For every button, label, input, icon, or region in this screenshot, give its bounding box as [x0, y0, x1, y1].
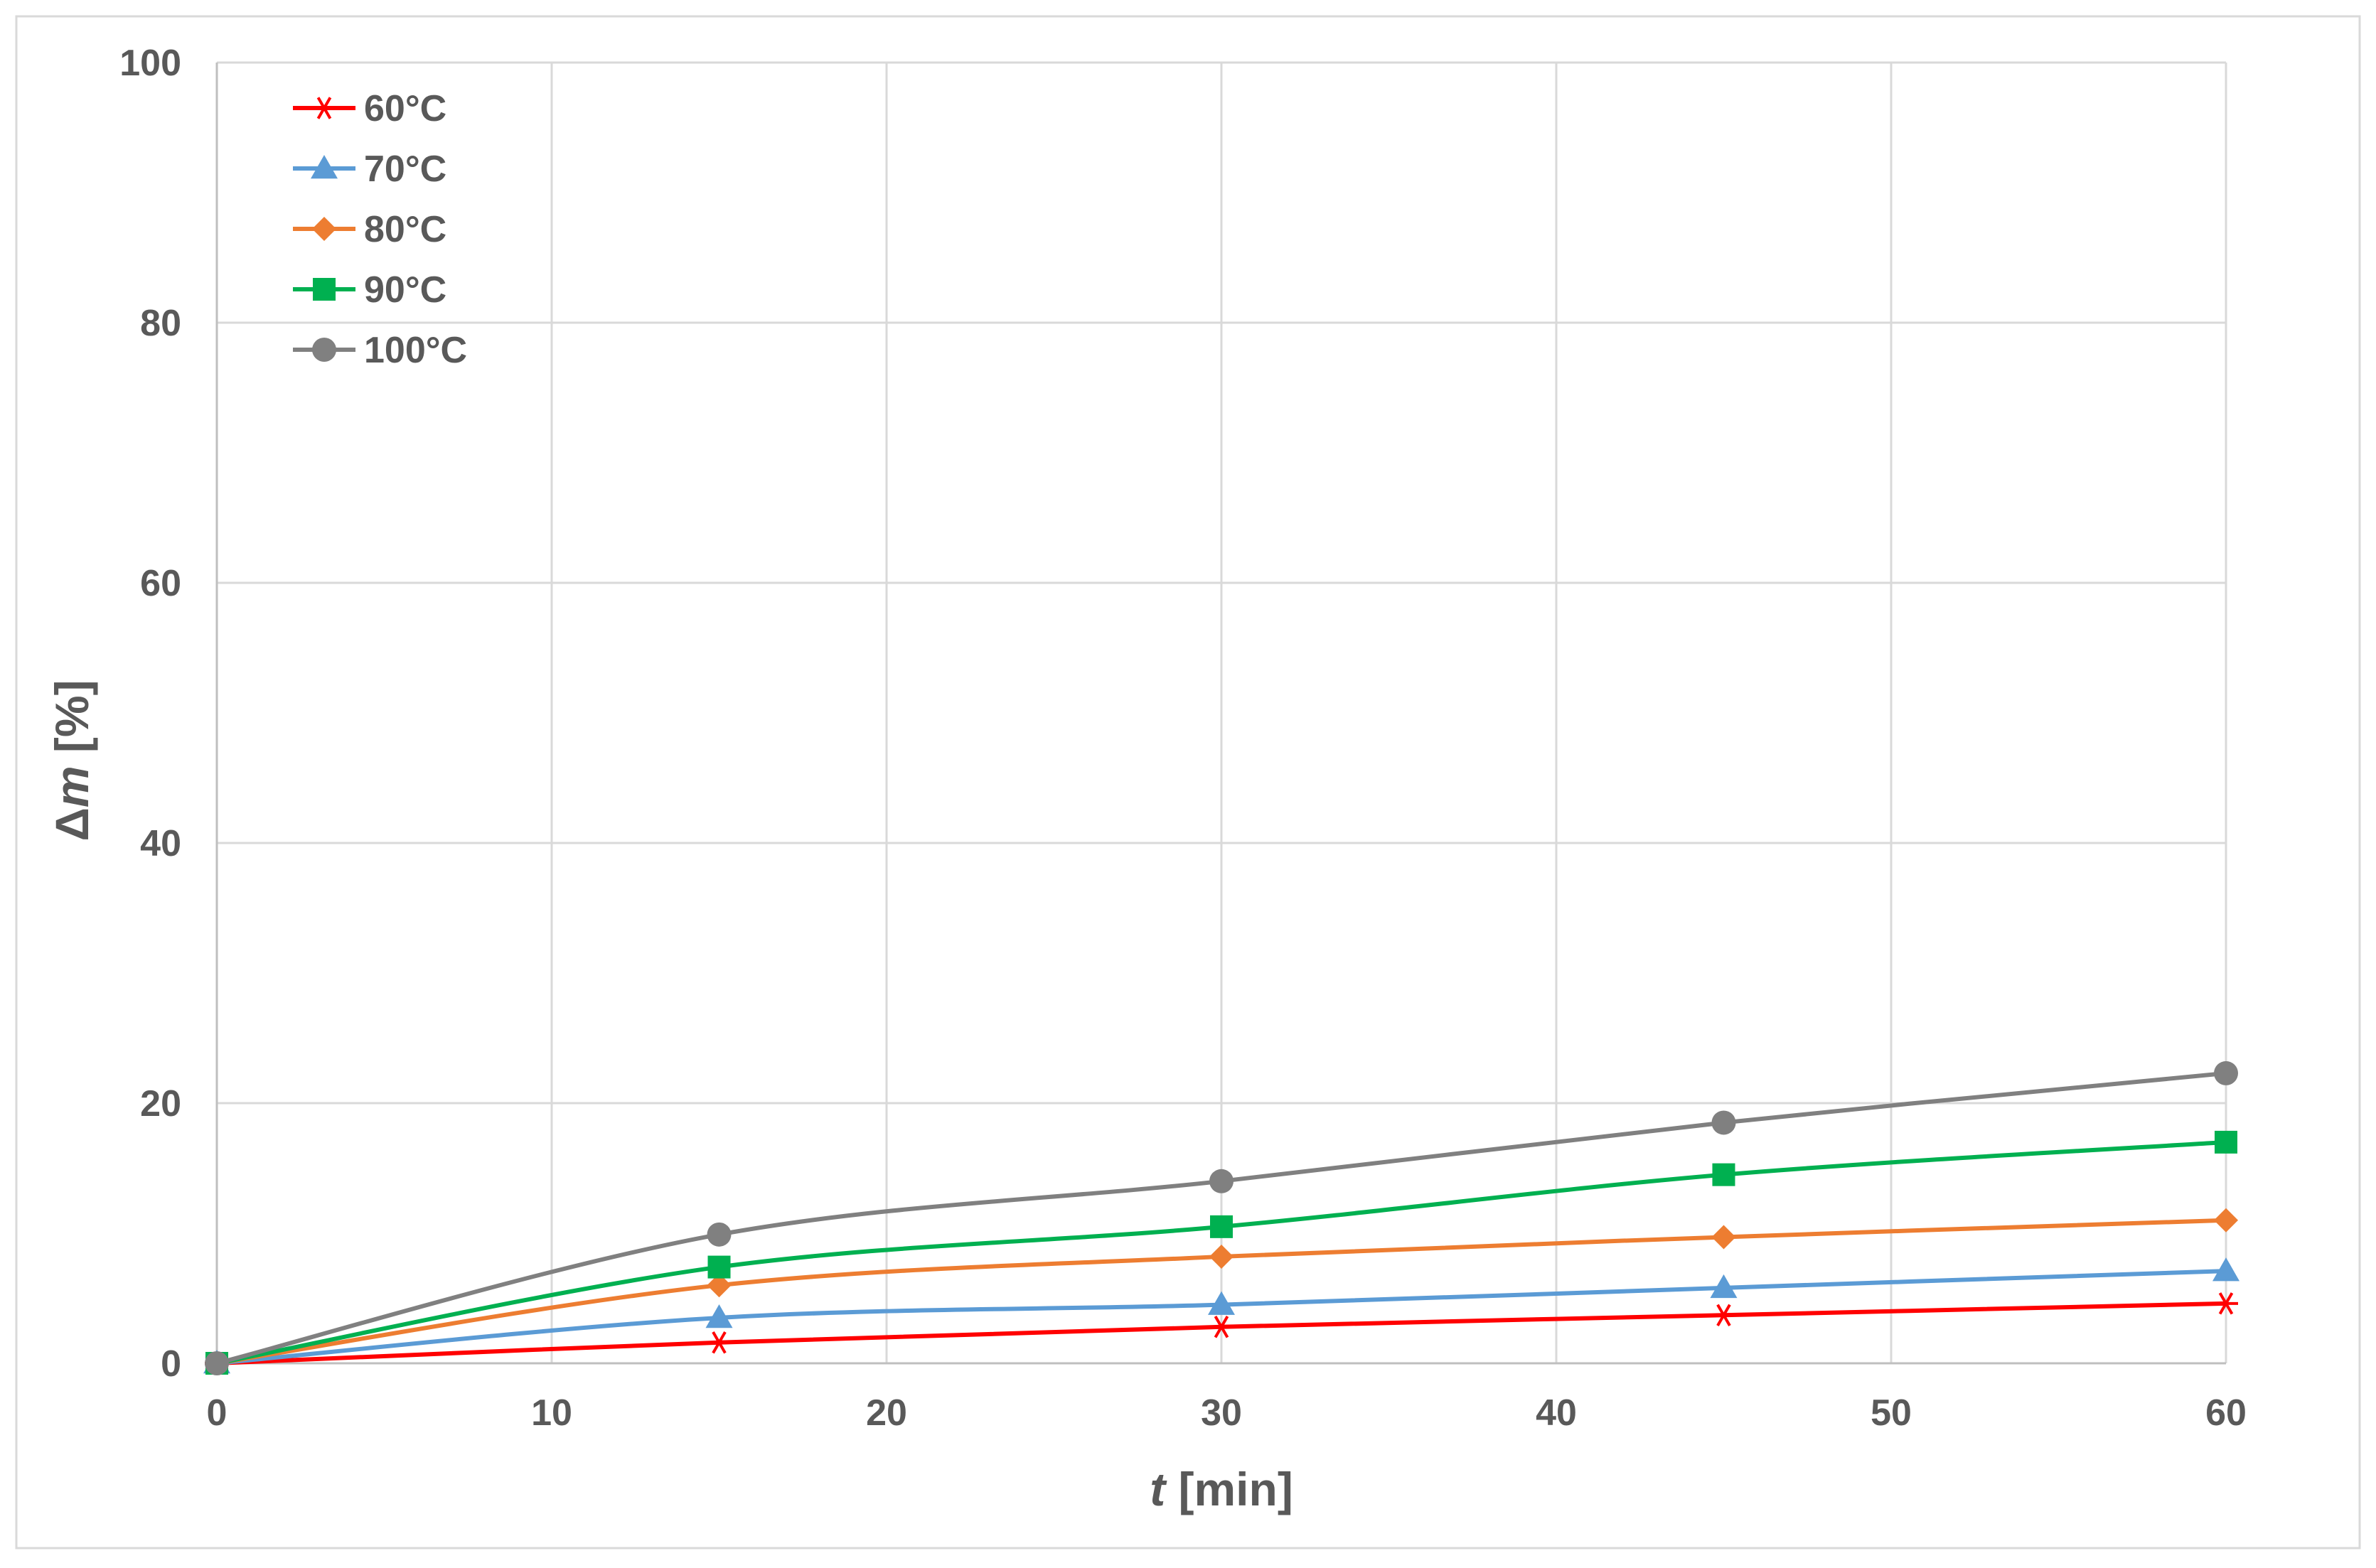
legend-label: 80°C	[364, 209, 446, 250]
x-tick-label: 30	[1201, 1392, 1242, 1434]
data-point	[2212, 1257, 2239, 1282]
y-tick-label: 0	[161, 1343, 181, 1385]
data-point	[2215, 1130, 2237, 1154]
legend-item: 80°C	[293, 209, 446, 250]
data-point	[707, 1331, 732, 1354]
data-point	[1210, 1215, 1233, 1238]
data-point	[205, 1351, 229, 1375]
data-point	[707, 1273, 732, 1298]
data-point	[2214, 1060, 2238, 1085]
y-tick-label: 80	[140, 303, 181, 344]
legend-label: 60°C	[364, 88, 446, 129]
series-80°C	[205, 1208, 2238, 1375]
x-axis-label-unit: [min]	[1165, 1463, 1293, 1515]
x-axis-label: t [min]	[1150, 1463, 1293, 1515]
legend-marker	[313, 278, 336, 301]
series-layer	[203, 1060, 2239, 1375]
data-point	[2214, 1292, 2238, 1315]
legend-item: 60°C	[293, 88, 446, 129]
data-point	[1711, 1304, 1736, 1327]
y-axis-label-symbol: m	[46, 766, 98, 807]
gridlines	[217, 61, 2227, 1363]
x-tick-label: 50	[1871, 1392, 1912, 1434]
data-point	[1712, 1163, 1735, 1186]
legend: 60°C 70°C 80°C 90°C 100°C	[293, 88, 467, 371]
x-tick-label: 20	[866, 1392, 907, 1434]
legend-label: 90°C	[364, 269, 446, 311]
y-tick-label: 40	[140, 823, 181, 864]
y-tick-label: 60	[140, 563, 181, 604]
data-point	[707, 1255, 731, 1279]
y-tick-label: 100	[119, 43, 181, 84]
data-point	[707, 1222, 732, 1247]
x-tick-label: 10	[531, 1392, 572, 1434]
axes: 0 10 20 30 40 50 60 0 20 40 60 80 100	[119, 43, 2247, 1434]
x-tick-label: 0	[207, 1392, 228, 1434]
legend-marker	[312, 338, 336, 362]
data-point	[1209, 1316, 1234, 1338]
data-point	[1711, 1110, 1736, 1135]
chart-frame	[15, 15, 2361, 1550]
legend-marker	[312, 217, 336, 241]
legend-marker	[311, 155, 338, 179]
legend-label: 70°C	[364, 149, 446, 190]
legend-marker	[312, 97, 336, 119]
y-tick-label: 20	[140, 1083, 181, 1124]
data-point	[1208, 1291, 1235, 1315]
y-axis-label-delta: Δ	[46, 807, 98, 841]
series-100°C	[205, 1060, 2238, 1375]
y-axis-label: Δm [%]	[46, 680, 98, 841]
legend-item: 90°C	[293, 269, 446, 311]
x-tick-label: 60	[2205, 1392, 2247, 1434]
data-point	[1209, 1169, 1234, 1193]
y-axis-label-unit: [%]	[46, 680, 98, 766]
legend-label: 100°C	[364, 330, 467, 371]
data-point	[1710, 1274, 1738, 1299]
data-point	[1209, 1244, 1234, 1269]
legend-item: 70°C	[293, 149, 446, 190]
x-axis-label-symbol: t	[1150, 1463, 1167, 1515]
data-point	[2214, 1208, 2238, 1233]
data-point	[1711, 1225, 1736, 1250]
series-90°C	[205, 1130, 2237, 1375]
x-tick-label: 40	[1536, 1392, 1577, 1434]
data-point	[705, 1304, 733, 1328]
legend-item: 100°C	[293, 330, 467, 371]
